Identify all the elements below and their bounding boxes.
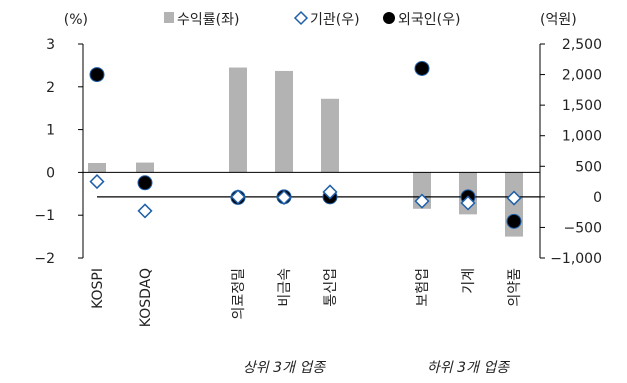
legend-swatch-circle xyxy=(383,12,395,24)
right-tick-label: 1,000 xyxy=(562,129,602,145)
left-tick-label: 1 xyxy=(46,123,55,139)
right-tick-label: 2,500 xyxy=(562,37,602,53)
category-labels: KOSPI KOSDAQ 의료정밀 비금속 통신업 보험업 기계 의약품 xyxy=(90,268,523,327)
foreign-point-KOSDAQ xyxy=(137,175,153,191)
left-tick-label: −1 xyxy=(34,208,55,224)
category-label-의약품: 의약품 xyxy=(507,268,523,307)
right-tick-label: 1,500 xyxy=(562,98,602,114)
category-label-KOSPI: KOSPI xyxy=(90,268,106,309)
legend-label: 외국인(우) xyxy=(398,12,460,28)
category-label-비금속: 비금속 xyxy=(277,268,293,307)
right-axis-unit: (억원) xyxy=(540,12,577,28)
institution-point-기계 xyxy=(460,195,476,211)
foreign-point-KOSPI xyxy=(89,67,105,83)
right-axis: 2,500 2,000 1,500 1,000 500 0 −500 −1,000 xyxy=(539,37,602,267)
legend-label: 기관(우) xyxy=(310,12,360,28)
institution-point-통신업 xyxy=(322,184,338,200)
category-label-의료정밀: 의료정밀 xyxy=(231,268,247,320)
legend: 수익률(좌) 기관(우) 외국인(우) xyxy=(164,10,460,28)
group-label: 상위 3개 업종 xyxy=(243,360,326,376)
bar-series xyxy=(88,67,523,237)
left-tick-label: 0 xyxy=(46,165,55,181)
bar-의료정밀 xyxy=(229,67,247,173)
marker-series xyxy=(89,60,522,229)
bar-KOSPI xyxy=(88,162,106,173)
left-tick-label: 2 xyxy=(46,80,55,96)
group-labels: 상위 3개 업종 하위 3개 업종 xyxy=(243,360,510,376)
left-axis-unit: (%) xyxy=(64,12,88,28)
legend-swatch-diamond xyxy=(293,10,309,26)
foreign-point-의약품 xyxy=(506,213,522,229)
institution-point-의료정밀 xyxy=(230,189,246,205)
category-label-보험업: 보험업 xyxy=(415,268,431,307)
bar-통신업 xyxy=(321,98,339,173)
legend-swatch-bar xyxy=(164,12,174,23)
right-tick-label: 0 xyxy=(593,190,602,206)
right-tick-label: 500 xyxy=(575,159,602,175)
foreign-point-보험업 xyxy=(414,60,430,76)
left-tick-label: −2 xyxy=(34,251,55,267)
left-tick-label: 3 xyxy=(46,37,55,53)
bar-비금속 xyxy=(275,70,293,173)
left-axis: 3 2 1 0 −1 −2 xyxy=(34,37,84,267)
group-label: 하위 3개 업종 xyxy=(427,360,510,376)
right-tick-label: 2,000 xyxy=(562,68,602,84)
bar-KOSDAQ xyxy=(136,162,154,173)
legend-label: 수익률(좌) xyxy=(177,12,239,28)
institution-point-의약품 xyxy=(506,190,522,206)
right-tick-label: −500 xyxy=(564,220,602,236)
institution-point-비금속 xyxy=(276,189,292,206)
institution-point-KOSPI xyxy=(89,174,105,190)
institution-point-KOSDAQ xyxy=(137,203,153,219)
category-label-통신업: 통신업 xyxy=(323,268,339,307)
category-label-KOSDAQ: KOSDAQ xyxy=(138,268,154,327)
category-label-기계: 기계 xyxy=(461,268,477,294)
institution-point-보험업 xyxy=(414,193,430,209)
right-tick-label: −1,000 xyxy=(550,251,602,267)
